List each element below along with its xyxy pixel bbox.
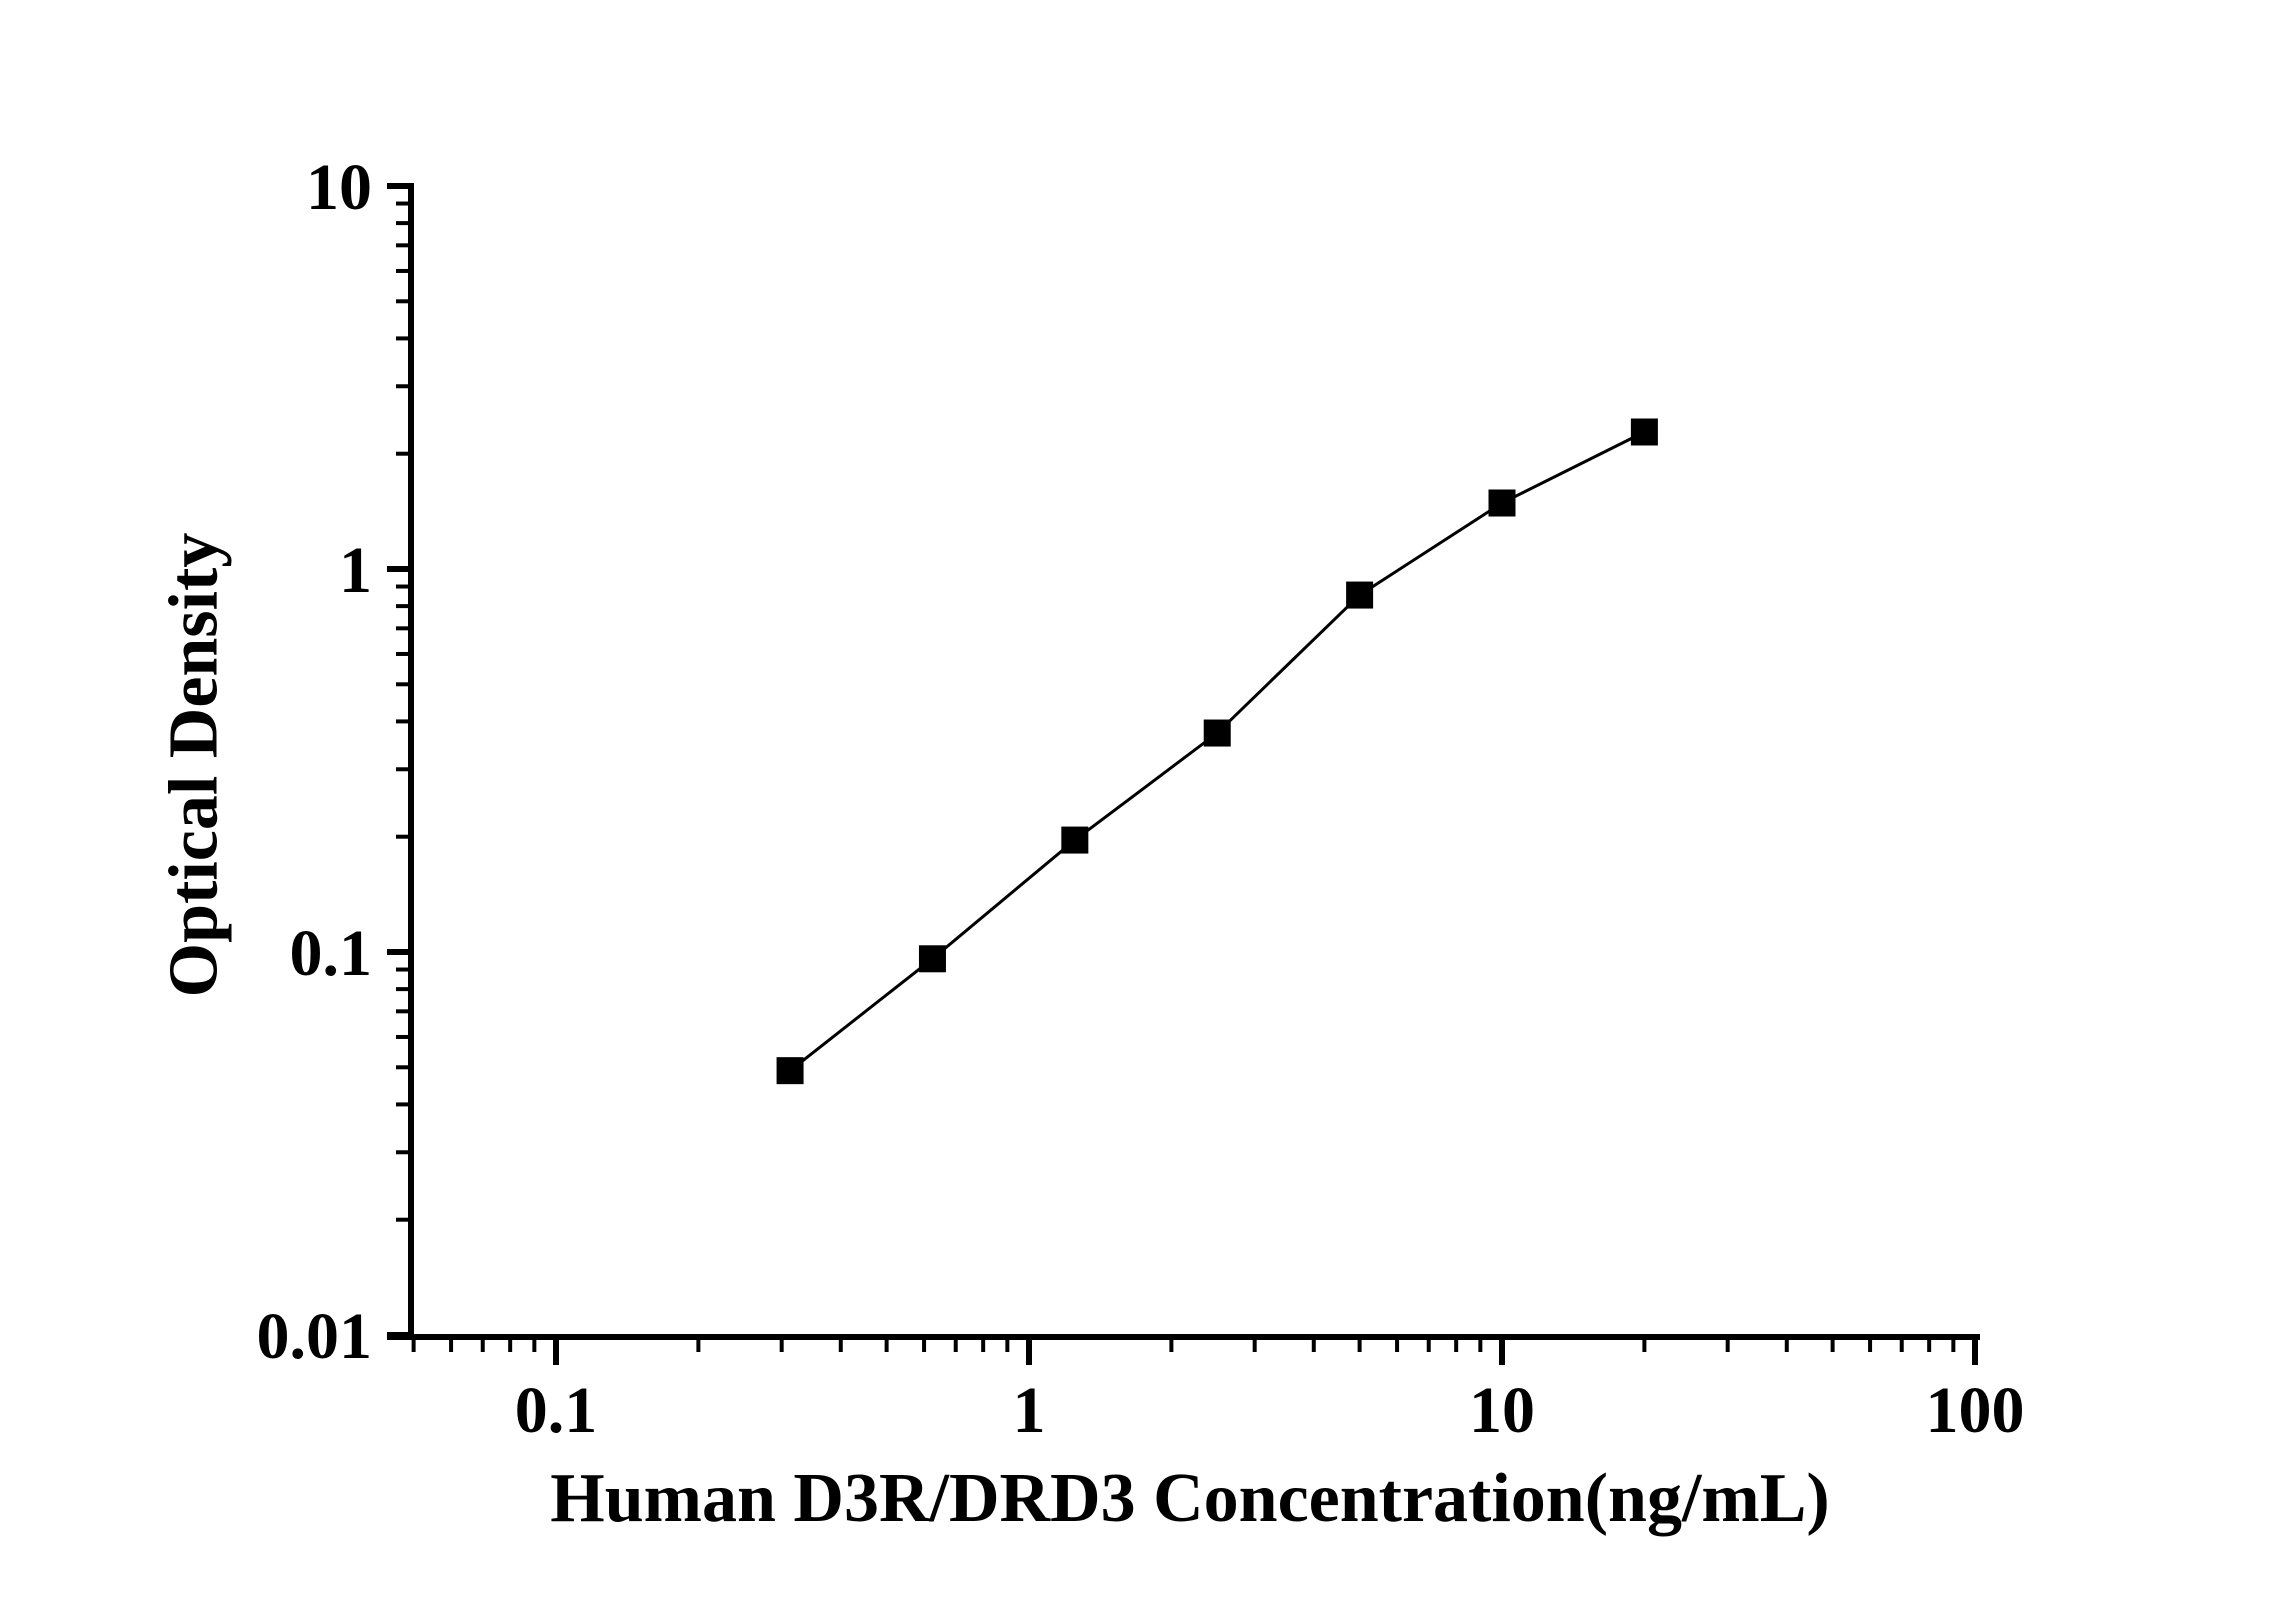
x-axis-title: Human D3R/DRD3 Concentration(ng/mL) (550, 1460, 1829, 1537)
y-axis-minor-ticks (396, 201, 411, 1222)
x-tick-label: 10 (1469, 1374, 1535, 1447)
x-tick-label: 100 (1926, 1374, 2025, 1447)
data-point-marker (1630, 418, 1658, 446)
y-tick-label: 1 (339, 534, 372, 607)
data-point-marker (918, 945, 946, 973)
y-tick-label: 0.01 (257, 1300, 373, 1373)
curve-line (789, 430, 1646, 1072)
data-point-marker (776, 1057, 804, 1085)
x-tick-label: 1 (1013, 1374, 1046, 1447)
series-standard-curve (776, 418, 1658, 1085)
data-point-marker (1488, 489, 1516, 517)
y-tick-label: 10 (306, 151, 372, 224)
x-axis-minor-ticks (411, 1337, 1956, 1352)
y-axis-tick-labels: 0.01 0.1 1 10 (257, 151, 373, 1373)
y-tick-label: 0.1 (290, 917, 373, 990)
x-axis-major-ticks (553, 1337, 1978, 1365)
data-point-marker (1346, 581, 1374, 609)
y-axis-title: Optical Density (156, 533, 233, 998)
x-axis-tick-labels: 0.1 1 10 100 (515, 1374, 2025, 1447)
data-point-marker (1203, 719, 1231, 747)
x-tick-label: 0.1 (515, 1374, 598, 1447)
y-axis-major-ticks (387, 183, 411, 1338)
data-point-marker (1061, 826, 1089, 854)
